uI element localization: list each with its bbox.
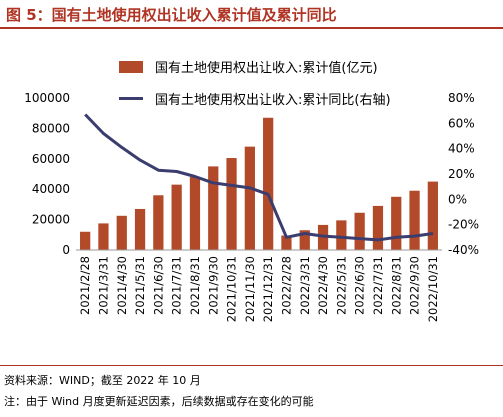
x-tick-label: 2021/11/30: [243, 256, 257, 322]
x-tick-label: 2021/10/31: [225, 256, 239, 322]
legend-line-entry: 国有土地使用权出让收入:累计同比(右轴): [119, 89, 391, 108]
title-rule: [0, 27, 503, 29]
legend-bar-swatch: [119, 60, 143, 73]
x-tick-label: 2022/8/31: [389, 256, 403, 315]
x-tick-label: 2021/6/30: [151, 256, 165, 315]
y-right-tick-label: 20%: [448, 167, 475, 181]
bar: [263, 117, 274, 250]
x-tick-label: 2021/3/31: [96, 256, 110, 315]
bar: [372, 205, 384, 250]
note-text: 注：由于 Wind 月度更新延迟因素，后续数据或存在变化的可能: [4, 395, 314, 408]
bar: [98, 223, 109, 250]
figure-title: 图 5：国有土地使用权出让收入累计值及累计同比: [6, 6, 337, 24]
x-tick-label: 2021/7/31: [170, 256, 184, 315]
footer-rule: [0, 365, 503, 366]
y-left-tick-label: 60000: [32, 152, 70, 166]
bar: [354, 212, 365, 250]
bar: [409, 190, 420, 250]
bar: [153, 195, 164, 250]
x-tick-label: 2021/4/30: [115, 256, 129, 315]
x-tick-label: 2021/8/31: [188, 256, 202, 315]
bar: [391, 196, 402, 250]
chart: 100000 80000 60000 40000 20000 0 80% 60% 40% 20% 0…: [24, 91, 479, 322]
x-tick-label: 2022/4/30: [316, 256, 330, 315]
bar: [116, 215, 127, 250]
legend-line-swatch: [119, 97, 143, 100]
bar: [427, 181, 438, 250]
y-right-tick-label: 80%: [448, 91, 475, 105]
x-tick-label: 2022/10/31: [426, 256, 440, 322]
y-right-tick-label: -20%: [448, 218, 479, 232]
y-right-tick-label: 40%: [448, 142, 475, 156]
x-tick-label: 2021/5/31: [133, 256, 147, 315]
bar: [226, 158, 237, 250]
x-tick-label: 2022/7/31: [371, 256, 385, 315]
y-right-tick-label: 60%: [448, 116, 475, 130]
x-tick-label: 2021/12/31: [261, 256, 275, 322]
y-left-tick-label: 0: [62, 243, 70, 257]
x-tick-label: 2022/5/31: [334, 256, 348, 315]
bar: [299, 230, 310, 250]
x-tick-label: 2022/9/30: [408, 256, 422, 315]
x-tick-label: 2021/2/28: [78, 256, 92, 315]
legend-bar-entry: 国有土地使用权出让收入:累计值(亿元): [119, 57, 378, 76]
y-left-tick-label: 80000: [32, 121, 70, 135]
source-text: 资料来源：WIND；截至 2022 年 10 月: [4, 374, 201, 387]
bar: [134, 208, 146, 250]
y-left-tick-label: 20000: [32, 213, 70, 227]
bar: [336, 220, 347, 250]
bar: [244, 146, 255, 250]
bar: [171, 184, 182, 250]
x-tick-label: 2022/2/28: [279, 256, 293, 315]
y-left-tick-label: 100000: [24, 91, 70, 105]
y-right-tick-label: -40%: [448, 243, 479, 257]
bar: [189, 177, 201, 250]
x-tick-label: 2022/3/31: [298, 256, 312, 315]
yoy-line: [84, 113, 434, 242]
legend-bar-label: 国有土地使用权出让收入:累计值(亿元): [155, 61, 378, 76]
legend-line-label: 国有土地使用权出让收入:累计同比(右轴): [155, 93, 391, 108]
bar: [80, 231, 91, 250]
y-right-tick-label: 0%: [448, 192, 467, 206]
bar: [208, 166, 219, 250]
bar: [281, 235, 292, 250]
y-left-tick-label: 40000: [32, 182, 70, 196]
x-tick-label: 2022/6/30: [353, 256, 367, 315]
x-tick-label: 2021/9/30: [206, 256, 220, 315]
